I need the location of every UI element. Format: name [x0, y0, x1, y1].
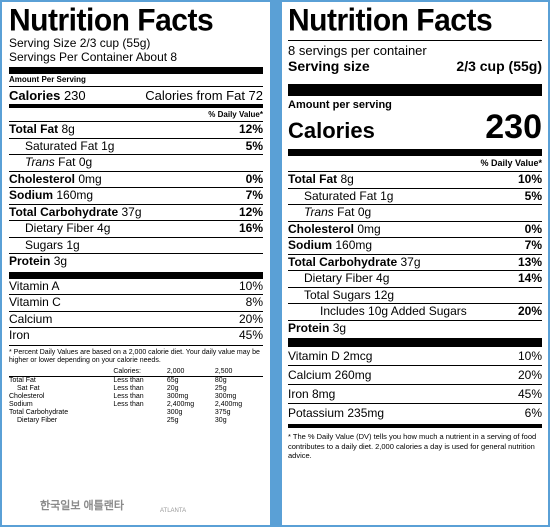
old-servings-per-container: Servings Per Container About 8 — [9, 50, 178, 64]
old-vitamin-row: Vitamin A 10% — [9, 278, 263, 293]
old-label-title: Nutrition Facts — [9, 3, 214, 38]
old-dv-header: % Daily Value* — [208, 110, 263, 119]
old-nutrient-row: Cholesterol 0mg 0% — [9, 170, 263, 186]
new-vitamin-row: Calcium 260mg 20% — [288, 365, 542, 384]
old-dv-table: Calories: 2,000 2,500 Total Fat Less than 65… — [9, 368, 263, 425]
new-vitamin-row: Potassium 235mg 6% — [288, 403, 542, 422]
old-footnote: * Percent Daily Values are based on a 2,… — [9, 348, 260, 365]
old-nutrient-row: Total Fat 8g 12% — [9, 121, 263, 136]
new-dv-header: % Daily Value* — [480, 158, 542, 168]
new-nutrient-row: Sodium 160mg 7% — [288, 237, 542, 252]
new-servings-per-container: 8 servings per container — [288, 43, 427, 58]
watermark-sub: ATLANTA — [160, 508, 187, 514]
old-nutrient-row: Sodium 160mg 7% — [9, 187, 263, 202]
old-nutrient-row: Saturated Fat 1g 5% — [9, 137, 263, 155]
new-nutrition-label: Nutrition Facts 8 servings per container… — [282, 2, 548, 525]
new-serving-size-label: Serving size — [288, 58, 370, 74]
old-nutrition-label: Nutrition Facts Serving Size 2/3 cup (55… — [2, 2, 270, 525]
new-nutrient-row: Protein 3g — [288, 319, 542, 337]
new-label-title: Nutrition Facts — [288, 3, 493, 38]
new-nutrient-row: Dietary Fiber 4g 14% — [288, 270, 542, 287]
new-nutrient-row: Total Carbohydrate 37g 13% — [288, 253, 542, 269]
old-nutrient-row: Sugars 1g — [9, 236, 263, 254]
old-serving-size: Serving Size 2/3 cup (55g) — [9, 36, 151, 50]
old-vitamin-row: Iron 45% — [9, 327, 263, 342]
old-calories-from-fat: Calories from Fat 72 — [145, 88, 263, 103]
new-nutrient-row: Includes 10g Added Sugars 20% — [288, 303, 542, 320]
new-vitamin-row: Iron 8mg 45% — [288, 384, 542, 403]
old-vitamin-row: Calcium 20% — [9, 310, 263, 326]
new-nutrient-row: Total Fat 8g 10% — [288, 171, 542, 186]
new-serving-size-row: Serving size 2/3 cup (55g) — [288, 58, 542, 75]
watermark-logo: 한국일보 애틀랜타 — [40, 500, 125, 512]
new-nutrient-row: Saturated Fat 1g 5% — [288, 187, 542, 205]
new-serving-size-value: 2/3 cup (55g) — [456, 58, 542, 74]
new-calories-row: Calories 230 — [288, 108, 542, 146]
new-footnote: * The % Daily Value (DV) tells you how m… — [288, 432, 537, 460]
old-nutrient-row: Trans Fat 0g — [9, 154, 263, 171]
new-calories-label: Calories — [288, 118, 375, 143]
new-nutrient-row: Total Sugars 12g — [288, 286, 542, 304]
new-amount-per-serving: Amount per serving — [288, 99, 392, 111]
old-nutrient-row: Dietary Fiber 4g 16% — [9, 220, 263, 237]
new-nutrient-row: Cholesterol 0mg 0% — [288, 220, 542, 236]
old-calories-label: Calories — [9, 88, 61, 103]
new-nutrient-row: Trans Fat 0g — [288, 204, 542, 221]
old-nutrient-row: Total Carbohydrate 37g 12% — [9, 203, 263, 219]
old-amount-per-serving: Amount Per Serving — [9, 75, 86, 84]
old-vitamin-row: Vitamin C 8% — [9, 294, 263, 309]
new-calories-value: 230 — [485, 108, 542, 146]
new-vitamin-row: Vitamin D 2mcg 10% — [288, 349, 542, 363]
old-nutrient-row: Protein 3g — [9, 253, 263, 270]
old-calories-row: Calories 230 Calories from Fat 72 — [9, 86, 263, 104]
old-calories-value: 230 — [63, 88, 86, 103]
